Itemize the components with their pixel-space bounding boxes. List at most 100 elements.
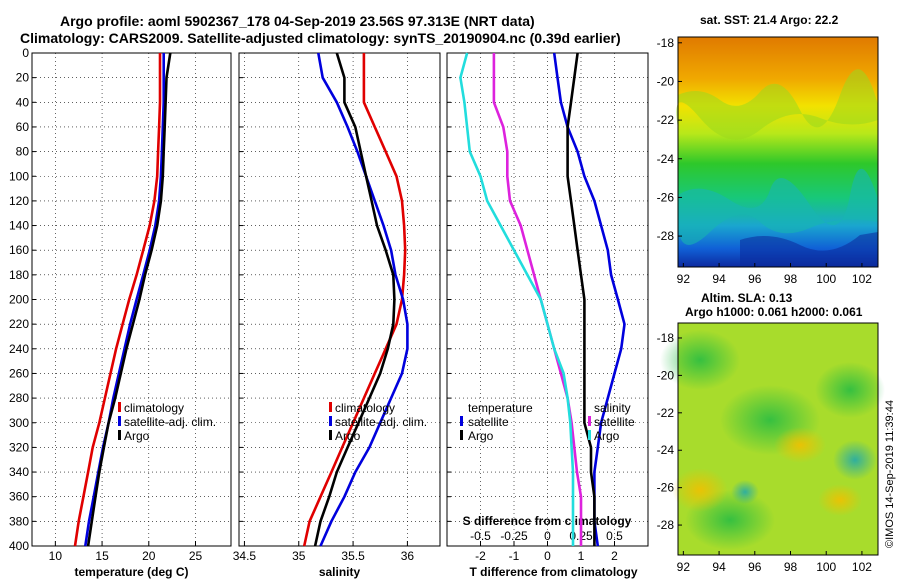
y-tick-label: 280 (9, 391, 29, 405)
y-tick-label: 0 (22, 46, 29, 60)
map-x-tick-label: 96 (748, 272, 762, 286)
x-tick-label: -2 (475, 549, 486, 563)
y-tick-label: 80 (16, 145, 30, 159)
legend-swatch-climatology (118, 402, 121, 412)
map-y-tick-label: -22 (657, 406, 675, 420)
legend-label-argo: Argo (124, 429, 150, 443)
map-y-tick-label: -26 (657, 190, 675, 204)
y-tick-label: 360 (9, 490, 29, 504)
map-x-tick-label: 96 (748, 560, 762, 574)
legend-swatch-argo (329, 430, 332, 440)
x-tick-label: 35 (292, 549, 306, 563)
map-y-tick-label: -26 (657, 481, 675, 495)
x-axis-label: salinity (319, 565, 361, 579)
y-tick-label: 320 (9, 440, 29, 454)
series-line (566, 52, 596, 546)
legend-label-s-argo: Argo (594, 429, 620, 443)
map-x-tick-label: 102 (852, 560, 872, 574)
legend-swatch-satellite (118, 416, 121, 426)
map-x-tick-label: 94 (712, 560, 726, 574)
sst-map-frame (677, 36, 879, 268)
sla-blob (672, 468, 728, 512)
x-tick-label: -1 (509, 549, 520, 563)
x-tick-label: 10 (49, 549, 63, 563)
sst-map-texture (676, 69, 878, 140)
y-tick-label: 200 (9, 293, 29, 307)
legend-swatch-t-argo (460, 430, 463, 440)
salinity-legend: climatology satellite-adj. clim. Argo (329, 401, 427, 443)
map-y-tick-label: -20 (657, 368, 675, 382)
sla-blob (818, 484, 862, 516)
top-axis-label: S difference from climatology (463, 514, 632, 528)
series-line (313, 52, 396, 547)
map-y-tick-label: -22 (657, 113, 675, 127)
y-tick-label: 380 (9, 514, 29, 528)
temperature-legend: climatology satellite-adj. clim. Argo (118, 401, 216, 443)
sla-blob (731, 480, 759, 504)
legend-swatch-t-satellite (460, 416, 463, 426)
map-x-tick-label: 92 (677, 560, 691, 574)
map-x-tick-label: 98 (784, 272, 798, 286)
legend-label-satellite: satellite-adj. clim. (124, 415, 216, 429)
series-line (73, 53, 162, 547)
legend-label-t-satellite: satellite (468, 415, 509, 429)
salinity-panel: 34.5 35 35.5 36 salinity (233, 52, 441, 579)
sst-map-texture (740, 232, 878, 267)
y-tick-label: 180 (9, 268, 29, 282)
sla-blob (774, 427, 826, 463)
y-tick-label: 60 (16, 120, 30, 134)
y-tick-label: 20 (16, 71, 30, 85)
map-x-tick-label: 100 (816, 560, 836, 574)
legend-label-satellite: satellite-adj. clim. (335, 415, 427, 429)
difference-panel: -2 -1 0 1 2 T difference from climatology S di… (446, 52, 649, 579)
top-tick-label: 0.5 (606, 529, 623, 543)
legend-label-argo: Argo (335, 429, 361, 443)
map-y-tick-label: -28 (657, 518, 675, 532)
y-tick-label: 240 (9, 342, 29, 356)
map-y-tick-label: -24 (657, 152, 675, 166)
map-y-tick-label: -28 (657, 229, 675, 243)
x-tick-label: 1 (578, 549, 585, 563)
legend-label-climatology: climatology (124, 401, 184, 415)
x-tick-label: 36 (401, 549, 415, 563)
sla-map-frame (677, 322, 879, 556)
top-tick-label: 0 (544, 529, 551, 543)
sla-map-title: Altim. SLA: 0.13 (701, 291, 793, 305)
sla-blob (833, 440, 877, 480)
series-line (317, 52, 409, 547)
y-tick-label: 300 (9, 416, 29, 430)
sst-map (676, 36, 879, 268)
series-line (86, 52, 172, 547)
sla-map (660, 322, 885, 556)
sla-map-subtitle: Argo h1000: 0.061 h2000: 0.061 (685, 305, 863, 319)
x-tick-label: 34.5 (233, 549, 257, 563)
y-tick-label: 260 (9, 366, 29, 380)
map-y-tick-label: -18 (657, 331, 675, 345)
map-y-tick-label: -18 (657, 36, 675, 50)
legend-label-t-argo: Argo (468, 429, 494, 443)
y-tick-label: 40 (16, 95, 30, 109)
map-x-tick-label: 92 (677, 272, 691, 286)
x-tick-label: 25 (189, 549, 203, 563)
legend-title-temperature: temperature (468, 401, 533, 415)
sla-blob (815, 362, 885, 418)
legend-swatch-climatology (329, 402, 332, 412)
legend-title-salinity: salinity (594, 401, 631, 415)
legend-swatch-s-argo (588, 430, 591, 440)
y-tick-label: 100 (9, 169, 29, 183)
temperature-panel: 10 15 20 25 0 20 40 60 80 100 120 140 160 180 200 220 24… (9, 46, 232, 579)
credit-text: ©IMOS 14-Sep-2019 11:39:44 (884, 400, 896, 548)
x-axis-label: T difference from climatology (469, 565, 637, 579)
difference-legend: temperature salinity satellite Argo sate… (460, 401, 635, 443)
plot-frame (31, 52, 232, 547)
x-tick-label: 35.5 (341, 549, 365, 563)
y-tick-label: 340 (9, 465, 29, 479)
series-line (552, 52, 626, 547)
series-line (459, 52, 575, 546)
y-tick-label: 160 (9, 243, 29, 257)
legend-swatch-argo (118, 430, 121, 440)
y-tick-label: 400 (9, 539, 29, 553)
y-tick-label: 140 (9, 219, 29, 233)
title-line-2: Climatology: CARS2009. Satellite-adjuste… (20, 30, 621, 46)
